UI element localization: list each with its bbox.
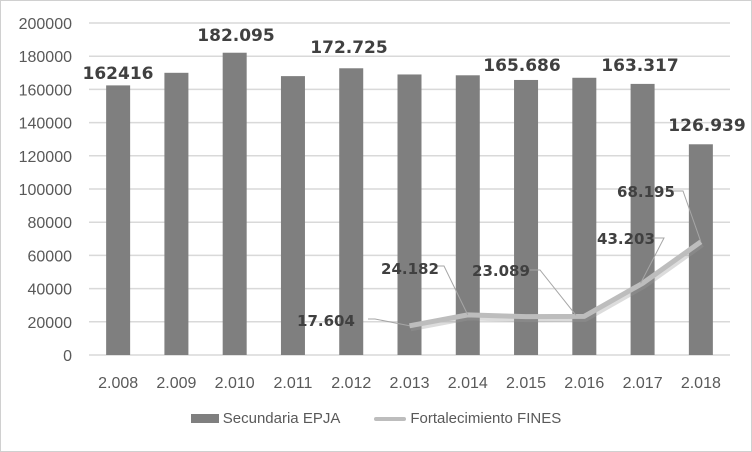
bar-data-label: 162416	[83, 64, 154, 84]
bar	[280, 76, 305, 356]
line-data-label: 68.195	[617, 183, 675, 201]
y-tick-label: 180000	[19, 49, 72, 66]
legend-label-line: Fortalecimiento FINES	[410, 410, 562, 427]
bar	[455, 75, 480, 355]
bar-swatch-icon	[190, 414, 219, 423]
x-tick-label: 2.010	[215, 375, 255, 392]
leader-line	[436, 265, 469, 316]
x-tick-label: 2.009	[156, 375, 196, 392]
leader-line	[368, 318, 410, 327]
leader-line	[673, 190, 702, 242]
line-data-label: 24.182	[381, 260, 439, 278]
y-tick-label: 160000	[19, 82, 72, 99]
x-tick-label: 2.015	[506, 375, 546, 392]
y-tick-label: 40000	[28, 282, 73, 299]
bar	[572, 77, 597, 355]
x-tick-label: 2.014	[448, 375, 488, 392]
y-tick-label: 120000	[19, 149, 72, 166]
x-tick-label: 2.017	[623, 375, 663, 392]
y-tick-label: 80000	[28, 215, 73, 232]
y-tick-label: 200000	[19, 16, 72, 33]
bar	[222, 52, 247, 356]
legend-item-line: Fortalecimiento FINES	[374, 410, 561, 427]
y-tick-label: 100000	[19, 182, 72, 199]
legend-label-bar: Secundaria EPJA	[222, 410, 341, 427]
x-tick-label: 2.013	[389, 375, 429, 392]
bar	[630, 83, 655, 355]
line-data-label: 17.604	[297, 312, 355, 330]
y-tick-label: 60000	[28, 248, 73, 265]
bar	[397, 74, 422, 356]
leader-line	[530, 269, 577, 316]
x-tick-label: 2.012	[331, 375, 371, 392]
bar	[164, 72, 189, 356]
x-tick-label: 2.011	[274, 375, 313, 392]
bar-data-label: 172.725	[310, 38, 387, 58]
bar-data-label: 126.939	[668, 116, 745, 136]
legend-item-bar: Secundaria EPJA	[190, 410, 341, 427]
bar-data-label: 182.095	[197, 26, 274, 46]
leader-line	[640, 237, 665, 284]
line-swatch-icon	[374, 416, 407, 421]
bar-data-label: 165.686	[483, 56, 560, 76]
y-tick-label: 20000	[28, 315, 73, 332]
legend: Secundaria EPJA Fortalecimiento FINES	[0, 410, 752, 427]
bar	[106, 85, 131, 356]
bar	[514, 79, 539, 355]
y-tick-label: 0	[63, 348, 72, 365]
line-series	[409, 239, 703, 329]
line-data-label: 43.203	[597, 230, 655, 248]
x-tick-label: 2.008	[98, 375, 138, 392]
x-tick-label: 2.016	[564, 375, 604, 392]
bar	[339, 68, 364, 356]
y-tick-label: 140000	[19, 116, 72, 133]
line-data-label: 23.089	[472, 262, 530, 280]
bar-data-label: 163.317	[601, 56, 678, 76]
x-tick-label: 2.018	[681, 375, 721, 392]
